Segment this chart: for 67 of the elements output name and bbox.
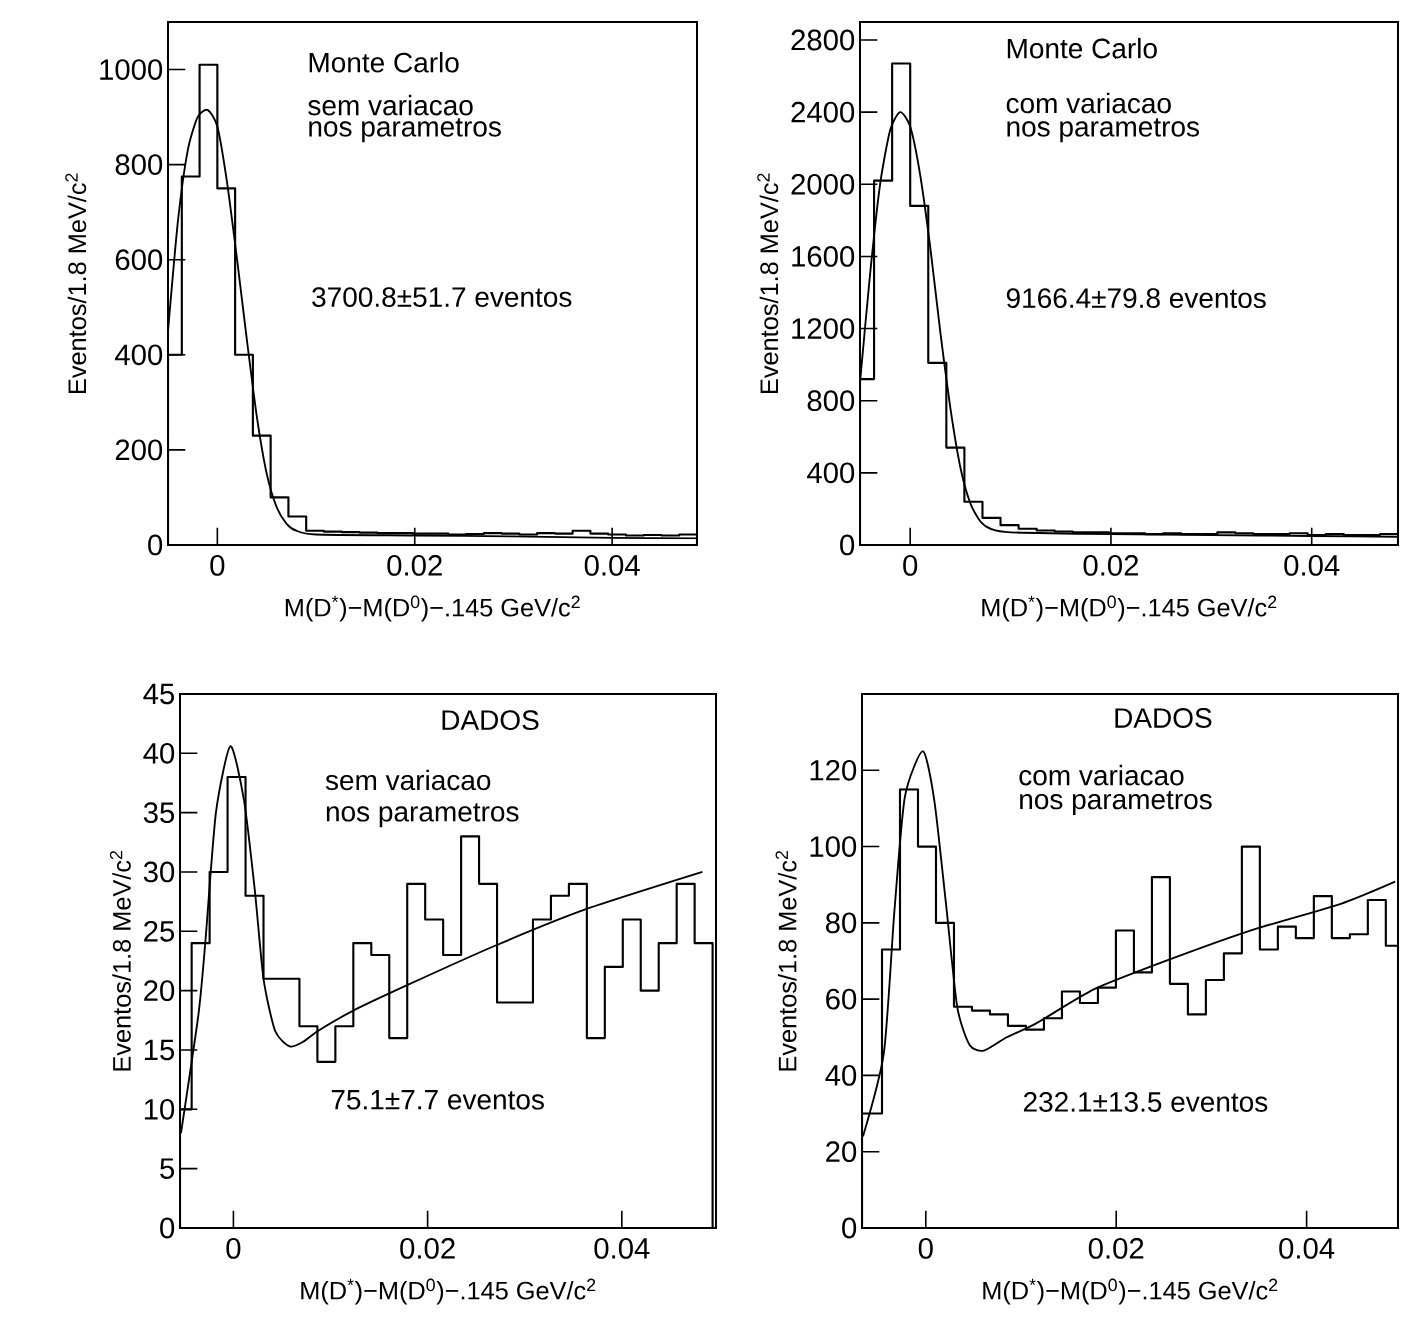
x-tick-label: 0	[903, 555, 918, 576]
y-axis-title: Eventos/1.8 MeV/c$^{2}$	[775, 850, 797, 1071]
x-tick-label: 0	[226, 1238, 241, 1259]
x-tick-label: 0.02	[400, 1238, 455, 1259]
y-tick-label: 0	[160, 1217, 175, 1239]
annotation: DADOS	[1115, 708, 1212, 728]
annotation: nos parametros	[309, 118, 501, 143]
x-tick-label: 0.04	[584, 555, 640, 576]
x-axis-title: M(D$^{*}$)−M(D$^{0}$)−.145 GeV/c$^{2}$	[301, 1278, 596, 1305]
y-tick-label: 60	[826, 988, 857, 1010]
y-tick-label: 2400	[791, 101, 855, 123]
annotation: com variacao	[1019, 764, 1184, 786]
y-tick-label: 1600	[792, 246, 855, 267]
y-tick-label: 40	[825, 1065, 857, 1086]
x-tick-label: 0.02	[1088, 1238, 1144, 1259]
y-tick-label: 100	[810, 836, 857, 857]
x-tick-label: 0.02	[1083, 555, 1139, 576]
y-tick-label: 25	[144, 920, 175, 942]
x-tick-label: 0.02	[387, 555, 442, 576]
annotation: nos parametros	[1020, 790, 1212, 815]
y-axis-title: Eventos/1.8 MeV/c$^{2}$	[109, 850, 131, 1071]
x-axis-title: M(D$^{*}$)−M(D$^{0}$)−.145 GeV/c$^{2}$	[285, 595, 580, 622]
x-axis-title: M(D$^{*}$)−M(D$^{0}$)−.145 GeV/c$^{2}$	[982, 595, 1277, 622]
y-tick-label: 5	[160, 1158, 175, 1179]
y-tick-label: 15	[144, 1039, 175, 1061]
y-tick-label: 0	[148, 534, 163, 556]
y-tick-label: 1000	[100, 59, 163, 80]
annotation: Monte Carlo	[1007, 37, 1157, 59]
x-tick-label: 0.04	[1284, 555, 1340, 576]
annotation: 232.1±13.5 eventos	[1023, 1092, 1268, 1112]
y-tick-label: 35	[143, 802, 175, 824]
y-tick-label: 800	[115, 154, 163, 176]
annotation: 75.1±7.7 eventos	[331, 1090, 544, 1110]
y-tick-label: 120	[810, 759, 857, 781]
y-tick-label: 800	[807, 390, 855, 412]
annotation: 9166.4±79.8 eventos	[1006, 288, 1266, 309]
x-axis-title: M(D$^{*}$)−M(D$^{0}$)−.145 GeV/c$^{2}$	[983, 1278, 1278, 1305]
y-tick-label: 0	[840, 534, 855, 556]
y-tick-label: 2000	[791, 173, 855, 195]
y-tick-label: 45	[143, 683, 175, 705]
y-axis-title: Eventos/1.8 MeV/c$^{2}$	[757, 173, 779, 393]
annotation: sem variacao	[325, 769, 491, 791]
y-tick-label: 200	[115, 439, 163, 461]
y-tick-label: 80	[825, 912, 857, 934]
y-tick-label: 20	[826, 1141, 857, 1163]
y-tick-label: 0	[842, 1217, 857, 1239]
y-tick-label: 30	[143, 861, 175, 883]
annotation: nos parametros	[1007, 118, 1200, 143]
y-tick-label: 600	[115, 249, 163, 271]
x-tick-label: 0.04	[1279, 1238, 1335, 1259]
annotation: DADOS	[442, 710, 539, 731]
x-tick-label: 0	[918, 1238, 933, 1259]
y-tick-label: 400	[115, 344, 163, 366]
y-tick-label: 1200	[792, 318, 855, 339]
y-tick-label: 40	[143, 742, 175, 764]
y-tick-label: 10	[144, 1098, 175, 1120]
x-tick-label: 0.04	[594, 1238, 650, 1259]
y-tick-label: 20	[144, 980, 175, 1002]
annotation: nos parametros	[326, 803, 519, 828]
annotation: 3700.8±51.7 eventos	[312, 287, 572, 307]
annotation: sem variacao	[308, 94, 473, 116]
y-tick-label: 400	[807, 462, 855, 484]
annotation: Monte Carlo	[309, 51, 459, 73]
y-axis-title: Eventos/1.8 MeV/c$^{2}$	[65, 173, 87, 393]
x-tick-label: 0	[210, 555, 225, 576]
y-tick-label: 2800	[791, 29, 855, 51]
annotation: com variacao	[1006, 92, 1171, 114]
